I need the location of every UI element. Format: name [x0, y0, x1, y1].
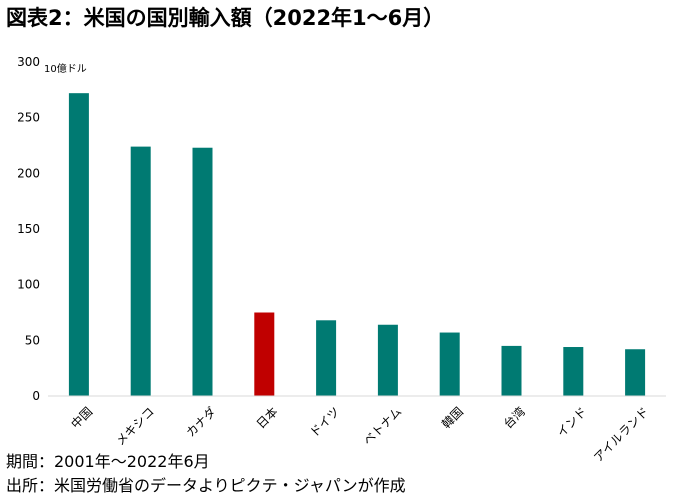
bar — [316, 320, 337, 396]
x-tick-label: 日本 — [254, 404, 281, 431]
bar — [68, 93, 89, 396]
x-tick-label: インド — [554, 404, 589, 439]
x-tick-label: カナダ — [183, 404, 219, 440]
bar — [130, 146, 151, 396]
x-tick-label: ベトナム — [361, 404, 405, 448]
y-axis: 0 50 100 150 200 250 300 — [17, 55, 40, 403]
period-note: 期間：2001年〜2022年6月 — [6, 452, 210, 471]
x-tick-label: 中国 — [68, 404, 96, 432]
bar — [501, 345, 522, 396]
y-tick-label: 250 — [17, 111, 40, 125]
y-tick-label: 0 — [32, 389, 40, 403]
chart-title: 図表2：米国の国別輸入額（2022年1〜6月） — [6, 6, 445, 30]
bars — [68, 93, 646, 396]
y-tick-label: 50 — [25, 333, 40, 347]
bar — [439, 332, 460, 396]
y-tick-label: 200 — [17, 166, 40, 180]
y-tick-label: 100 — [17, 278, 40, 292]
x-tick-label: ドイツ — [307, 404, 342, 439]
x-tick-label: 台湾 — [500, 404, 528, 432]
x-tick-label: アイルランド — [591, 404, 651, 464]
x-tick-label: 韓国 — [439, 404, 466, 431]
bar — [192, 147, 213, 396]
source-note: 出所：米国労働省のデータよりピクテ・ジャパンが作成 — [6, 476, 406, 495]
bar — [254, 312, 275, 396]
bar — [377, 324, 398, 396]
y-tick-label: 150 — [17, 222, 40, 236]
bar — [625, 349, 646, 396]
y-tick-label: 300 — [17, 55, 40, 69]
x-tick-label: メキシコ — [113, 404, 157, 448]
unit-label: 10億ドル — [44, 62, 87, 75]
bar — [563, 347, 584, 396]
